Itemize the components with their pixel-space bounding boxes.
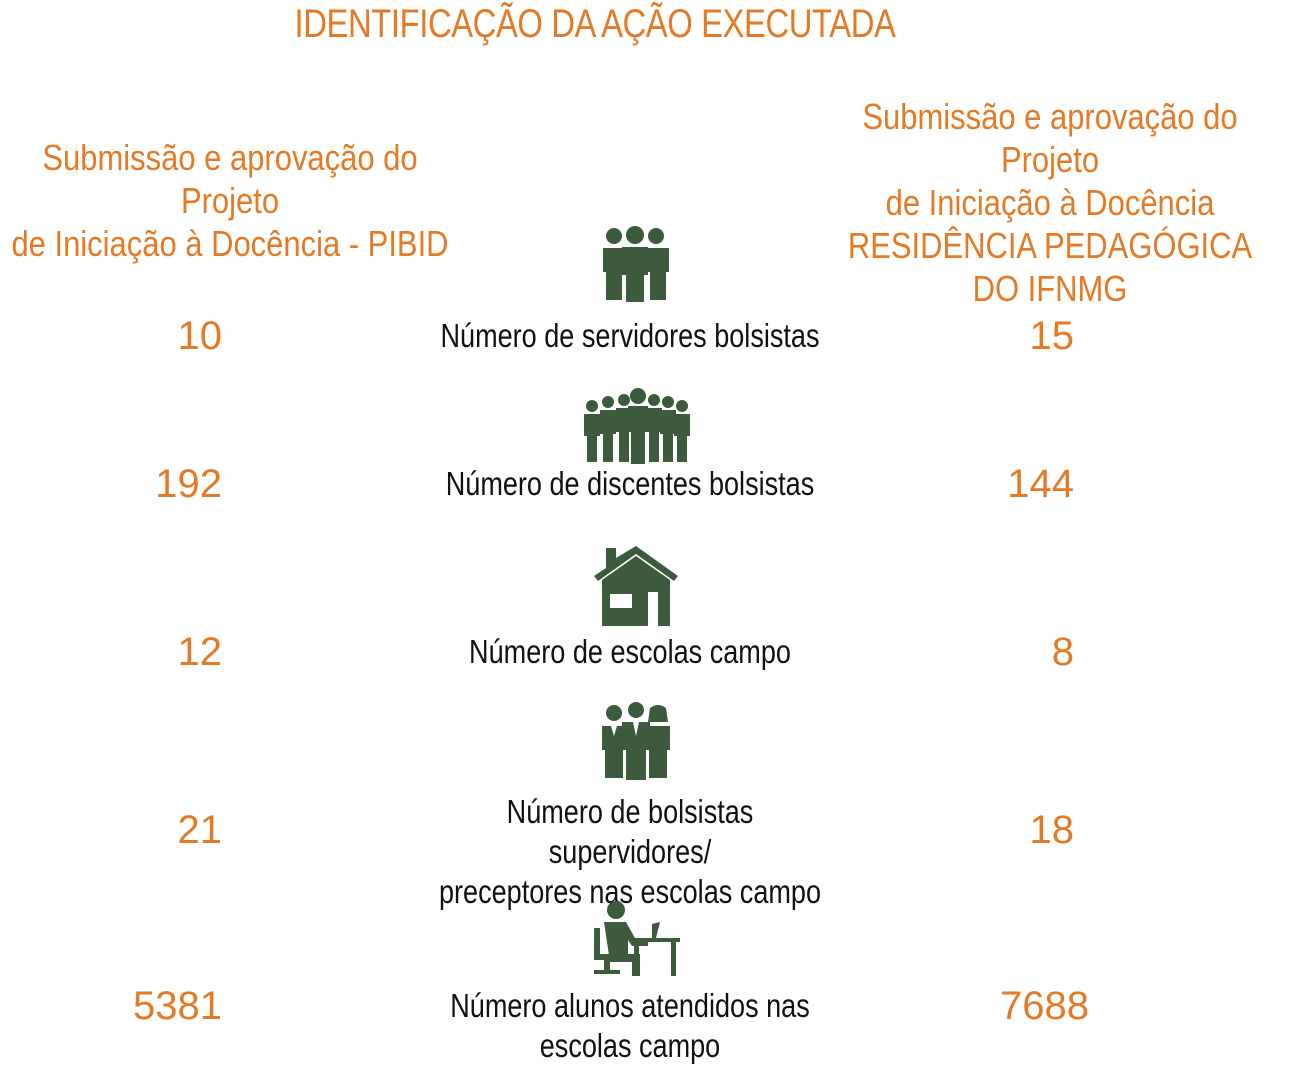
- house-icon: [594, 546, 678, 626]
- row-discentes-right-value: 144: [1007, 462, 1074, 506]
- row-escolas-right-value: 8: [1051, 630, 1074, 674]
- row-supervisores-label-line-1: Número de bolsistas supervidores/: [506, 793, 754, 870]
- row-discentes-label: Número de discentes bolsistas: [445, 465, 815, 502]
- row-discentes-left-value: 192: [155, 462, 222, 506]
- right-column-header: Submissão e aprovação do Projeto de Inic…: [826, 95, 1273, 310]
- row-escolas-label: Número de escolas campo: [469, 633, 791, 670]
- left-header-line-1: Submissão e aprovação do Projeto: [42, 137, 418, 221]
- row-supervisores-label-line-2: preceptores nas escolas campo: [438, 873, 822, 910]
- row-servidores-right-value: 15: [1029, 314, 1075, 358]
- row-supervisores-right-value: 18: [1029, 808, 1075, 852]
- left-header-line-2: de Iniciação à Docência - PIBID: [11, 223, 449, 264]
- crowd-icon: [584, 388, 690, 464]
- business-people-icon: [602, 702, 670, 780]
- row-supervisores-label: Número de bolsistas supervidores/ precep…: [425, 792, 835, 912]
- row-escolas-left-value: 12: [177, 630, 223, 674]
- row-alunos-right-value: 7688: [1000, 984, 1089, 1028]
- row-servidores-left-value: 10: [177, 314, 223, 358]
- left-column-header: Submissão e aprovação do Projeto de Inic…: [6, 136, 453, 265]
- group-icon: [603, 226, 669, 302]
- row-alunos-label: Número alunos atendidos nas escolas camp…: [450, 987, 810, 1064]
- right-header-line-2: de Iniciação à Docência: [885, 182, 1215, 223]
- person-at-desk-icon: [594, 901, 680, 976]
- row-supervisores-left-value: 21: [177, 808, 223, 852]
- row-alunos-left-value: 5381: [133, 984, 222, 1028]
- right-header-line-3: RESIDÊNCIA PEDAGÓGICA DO IFNMG: [847, 225, 1253, 309]
- right-header-line-1: Submissão e aprovação do Projeto: [862, 96, 1238, 180]
- row-servidores-label: Número de servidores bolsistas: [440, 317, 820, 354]
- page-title: IDENTIFICAÇÃO DA AÇÃO EXECUTADA: [294, 2, 896, 46]
